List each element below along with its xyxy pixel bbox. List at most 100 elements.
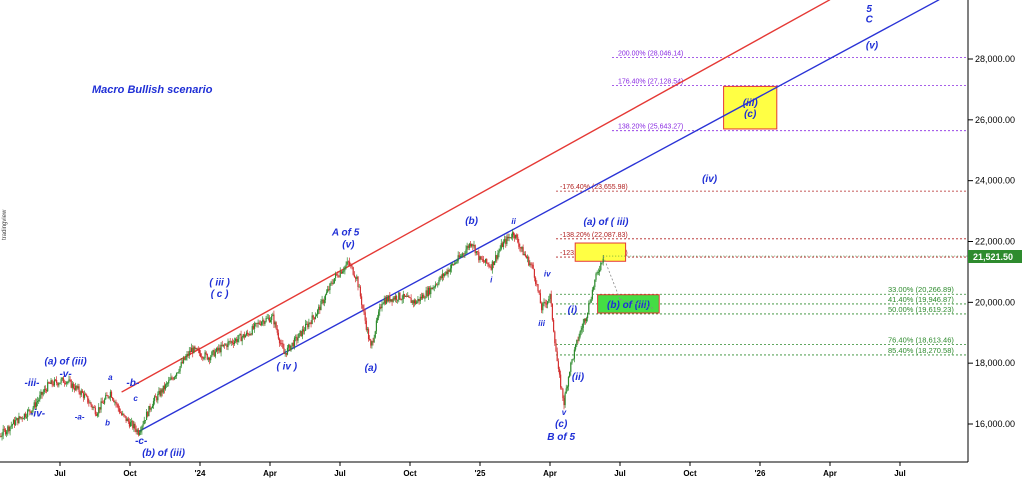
price-candle-body: [114, 401, 116, 403]
price-candle-body: [155, 396, 157, 398]
price-candle-body: [4, 429, 7, 435]
price-candle-body: [99, 407, 101, 410]
price-candle-body: [433, 286, 435, 288]
price-candle-body: [107, 395, 109, 398]
price-candle-body: [553, 319, 555, 332]
price-candle-body: [143, 420, 145, 425]
price-candle-body: [459, 255, 461, 258]
price-candle-body: [351, 265, 353, 268]
price-candle-body: [186, 353, 188, 357]
price-candle-body: [156, 397, 158, 401]
price-candle-body: [182, 358, 185, 364]
price-candle-body: [321, 299, 323, 301]
price-candle-body: [274, 322, 276, 325]
price-candle-body: [545, 303, 547, 305]
price-candle-body: [235, 338, 237, 342]
price-candle-body: [136, 429, 138, 432]
price-candle-body: [519, 246, 521, 248]
price-candle-body: [208, 357, 211, 361]
price-candle-body: [191, 347, 193, 352]
price-candle-body: [475, 251, 477, 254]
price-candle-body: [477, 251, 479, 253]
price-candle-body: [45, 389, 48, 392]
price-candle-body: [539, 293, 541, 304]
price-candle-body: [73, 388, 76, 390]
price-candle-body: [561, 387, 563, 389]
price-candle-body: [378, 311, 380, 318]
price-candle-body: [3, 428, 5, 430]
price-candle-body: [578, 336, 580, 341]
last-price-tag: 21,521.50: [968, 250, 1022, 263]
price-candle-body: [302, 329, 305, 332]
price-candle-body: [157, 393, 159, 401]
price-candle-body: [596, 272, 598, 274]
y-tick-label: 28,000.00: [975, 54, 1015, 64]
price-candle-body: [353, 274, 355, 278]
price-candle-body: [105, 395, 107, 400]
price-candle-body: [527, 257, 529, 259]
price-candle-body: [27, 410, 29, 417]
fib-level-label: 85.40% (18,270.58): [888, 346, 954, 355]
price-candle-body: [291, 342, 293, 346]
price-candle-body: [239, 334, 241, 335]
price-candle-body: [206, 353, 208, 360]
price-candle-body: [172, 378, 174, 380]
price-candle-body: [282, 343, 284, 348]
price-candle-body: [151, 405, 153, 409]
price-candle-body: [144, 420, 146, 421]
price-candle-body: [193, 346, 195, 354]
wave-label: -iv-: [30, 408, 46, 419]
target-box-label: (iii): [743, 98, 759, 109]
price-candle-body: [440, 276, 442, 278]
price-candle-body: [427, 287, 430, 296]
price-candle-body: [202, 356, 204, 359]
price-candle-body: [341, 271, 344, 274]
price-candle-body: [445, 271, 447, 274]
price-candle-body: [444, 273, 446, 277]
price-candle-body: [280, 343, 282, 345]
price-candle-body: [87, 396, 89, 403]
fib-level-label: 176.40% (27,128.54): [618, 79, 683, 86]
price-candle-body: [276, 328, 278, 333]
price-candle-body: [56, 380, 58, 383]
price-candle-body: [358, 286, 360, 288]
price-candle-body: [40, 391, 42, 396]
price-candle-body: [399, 292, 401, 300]
price-candle-body: [243, 334, 245, 338]
price-candle-body: [558, 368, 561, 375]
price-candle-body: [362, 304, 364, 309]
price-candle-body: [185, 356, 187, 360]
price-candle-body: [551, 303, 553, 320]
price-candle-body: [370, 340, 372, 346]
price-candle-body: [113, 399, 115, 402]
price-candle-body: [309, 322, 311, 324]
price-candle-body: [361, 296, 363, 305]
price-candle-body: [159, 390, 161, 396]
price-candle-body: [387, 297, 389, 302]
price-candle-body: [250, 333, 252, 335]
wave-label: (a) of ( iii): [584, 217, 630, 228]
price-candle-body: [446, 271, 448, 275]
price-candle-body: [373, 337, 375, 343]
price-candle-body: [86, 394, 88, 397]
price-candle-body: [131, 421, 133, 423]
price-candle-body: [329, 283, 331, 291]
price-candle-body: [197, 349, 199, 351]
price-candle-body: [587, 312, 589, 319]
price-candle-body: [176, 372, 178, 376]
fib-level-label: 76.40% (18,613.46): [888, 336, 954, 345]
price-candle-body: [133, 423, 135, 429]
price-candle-body: [221, 344, 223, 347]
price-candle-body: [147, 411, 149, 417]
price-candle-body: [272, 314, 274, 316]
price-candle-body: [48, 382, 50, 384]
price-candle-body: [181, 362, 183, 364]
price-candle-body: [423, 294, 425, 299]
x-axis: Jul Oct '24 Apr Jul Oct '25 Apr Jul Oct '26 Apr Jul: [54, 462, 906, 478]
price-candle-body: [544, 302, 546, 304]
target-box: [723, 85, 778, 130]
price-candle-body: [137, 429, 139, 435]
price-candle-body: [508, 237, 510, 239]
price-candle-body: [336, 274, 338, 275]
wave-label: 5: [866, 4, 872, 15]
